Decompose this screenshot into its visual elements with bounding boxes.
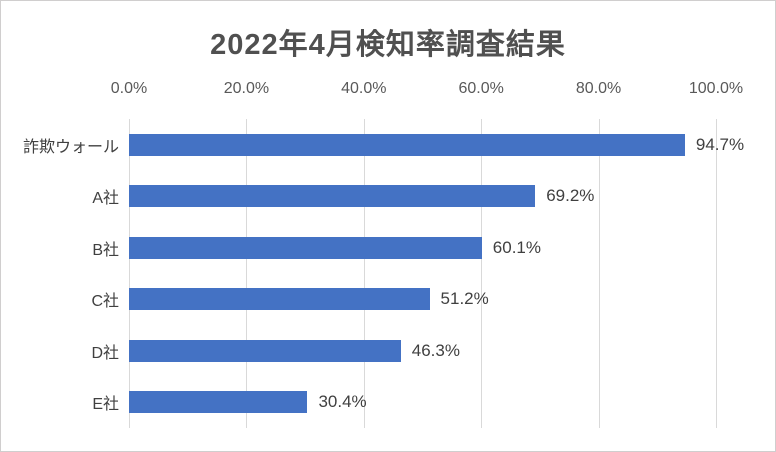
chart-title: 2022年4月検知率調査結果 <box>210 29 566 61</box>
x-axis-tick-label: 20.0% <box>223 80 270 97</box>
category-label: E社 <box>92 396 119 414</box>
bar-row: A社 69.2% <box>1 171 775 223</box>
category-label: D社 <box>91 344 119 362</box>
plot-area <box>129 119 717 428</box>
bar-row: E社 30.4% <box>1 377 775 429</box>
bar <box>129 133 685 156</box>
gridline <box>481 119 483 428</box>
x-axis-tick-label: 80.0% <box>575 80 622 97</box>
value-label: 69.2% <box>546 186 595 206</box>
x-axis-tick-label: 100.0% <box>688 80 744 97</box>
value-label: 30.4% <box>318 392 367 412</box>
gridline <box>246 119 248 428</box>
x-axis: 0.0% 20.0% 40.0% 60.0% 80.0% 100.0% <box>111 80 743 102</box>
bar-row: D社 46.3% <box>1 325 775 377</box>
category-label: 詐欺ウォール <box>22 138 119 156</box>
bar <box>129 185 536 208</box>
bar <box>129 391 308 414</box>
category-label: B社 <box>92 241 119 259</box>
category-label: A社 <box>92 190 119 208</box>
x-axis-tick-label: 0.0% <box>110 80 148 97</box>
bar <box>129 288 430 311</box>
bar <box>129 339 401 362</box>
bar-rows: 詐欺ウォール 94.7% A社 69.2% B社 60.1% C社 51.2% D社 46.3% E… <box>1 119 775 429</box>
bar <box>129 236 482 259</box>
bar-row: 詐欺ウォール 94.7% <box>1 119 775 171</box>
value-label: 51.2% <box>440 289 489 309</box>
category-label: C社 <box>91 293 119 311</box>
value-label: 94.7% <box>695 134 745 154</box>
gridline <box>716 119 717 428</box>
bar-row: C社 51.2% <box>1 274 775 326</box>
x-axis-tick-label: 40.0% <box>341 80 387 97</box>
gridline <box>363 119 365 428</box>
x-axis-tick-label: 60.0% <box>458 80 504 97</box>
value-label: 46.3% <box>411 340 460 360</box>
gridline <box>129 119 130 428</box>
value-label: 60.1% <box>492 237 541 257</box>
bar-row: B社 60.1% <box>1 222 775 274</box>
gridline <box>598 119 600 428</box>
